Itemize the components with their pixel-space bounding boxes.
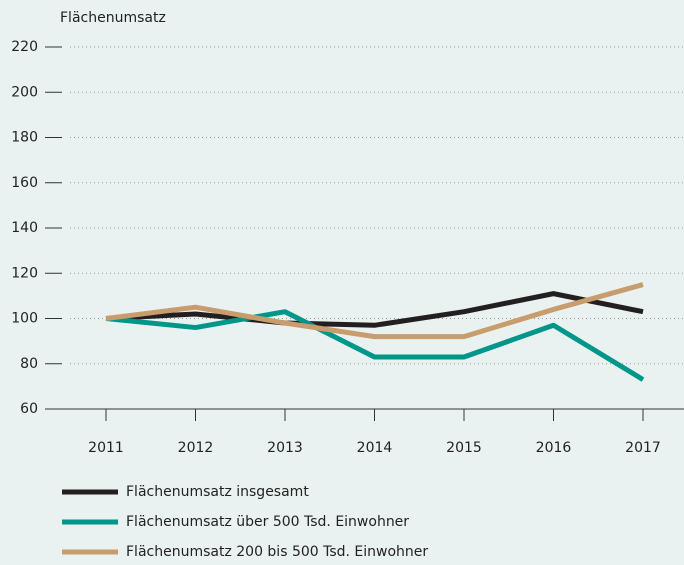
y-tick-label: 220 bbox=[11, 39, 38, 55]
y-tick-label: 80 bbox=[20, 356, 38, 372]
x-tick-label: 2014 bbox=[357, 440, 393, 456]
y-tick-label: 140 bbox=[11, 220, 38, 236]
y-tick-label: 200 bbox=[11, 84, 38, 100]
y-tick-label: 100 bbox=[11, 311, 38, 327]
x-tick-label: 2011 bbox=[88, 440, 124, 456]
legend-label: Flächenumsatz über 500 Tsd. Einwohner bbox=[126, 514, 409, 530]
x-tick-label: 2017 bbox=[625, 440, 661, 456]
y-tick-label: 160 bbox=[11, 175, 38, 191]
x-tick-label: 2012 bbox=[178, 440, 214, 456]
legend-label: Flächenumsatz 200 bis 500 Tsd. Einwohner bbox=[126, 544, 428, 560]
y-tick-label: 180 bbox=[11, 130, 38, 146]
line-series bbox=[105, 291, 644, 328]
y-axis-title: Flächenumsatz bbox=[60, 10, 166, 26]
x-tick-label: 2016 bbox=[536, 440, 572, 456]
legend-label: Flächenumsatz insgesamt bbox=[126, 484, 309, 500]
y-tick-label: 120 bbox=[11, 265, 38, 281]
line-series bbox=[105, 282, 644, 340]
line-series bbox=[105, 309, 645, 382]
y-tick-label: 60 bbox=[20, 401, 38, 417]
x-tick-label: 2015 bbox=[446, 440, 482, 456]
x-tick-label: 2013 bbox=[267, 440, 303, 456]
